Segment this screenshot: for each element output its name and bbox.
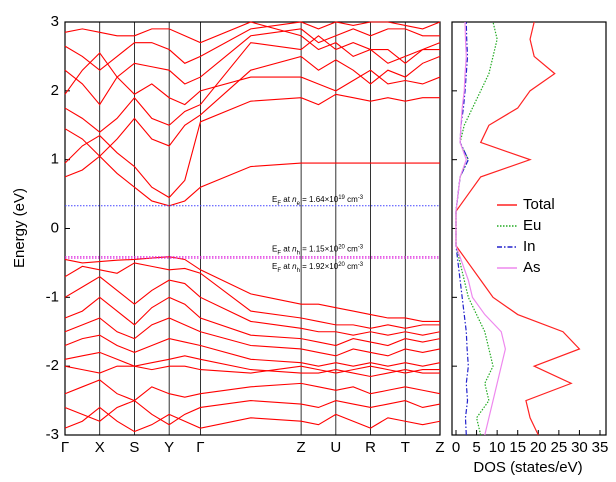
band [64,296,441,347]
band [64,93,440,199]
y-tick-label: 0 [51,219,59,236]
annotation-part: E [272,262,277,271]
x-tick-label: Γ [196,439,204,456]
band [64,55,441,157]
x-tick-label: 35 [592,439,609,456]
band [64,406,441,433]
band [64,276,441,336]
band [64,21,441,71]
band [64,365,440,374]
annotation-part: = 1.92×10 [300,262,339,271]
legend-label: Eu [523,217,541,234]
x-tick-label: Z [435,439,444,456]
band [64,155,440,207]
annotation-part: E [272,245,277,254]
band [64,262,440,329]
fermi-annotation: EF at ne = 1.64×1019 cm-3 [272,194,364,206]
annotation-part: at [281,245,292,254]
y-tick-label: -1 [46,288,59,305]
band [64,317,441,357]
x-tick-label: 20 [530,439,547,456]
annotation-part: F [277,200,281,206]
x-tick-label: Γ [61,439,69,456]
x-tick-label: 5 [472,439,480,456]
legend-label: As [523,259,541,276]
annotation-part: n [292,195,297,204]
x-tick-label: R [365,439,376,456]
annotation-part: cm [345,245,358,254]
x-tick-label: 0 [452,439,460,456]
band [64,21,441,64]
annotation-part: F [277,250,281,256]
annotation-part: -3 [358,262,364,268]
annotation-part: n [292,245,297,254]
x-axis-label: DOS (states/eV) [473,459,582,476]
band [64,256,440,322]
dos-line [455,21,581,436]
fermi-annotation: EF at nh = 1.15×1020 cm-3 [272,244,364,256]
annotation-part: at [281,262,292,271]
x-tick-label: 30 [571,439,588,456]
y-axis-label: Energy (eV) [11,188,28,268]
fermi-annotation: EF at nh = 1.92×1020 cm-3 [272,262,364,274]
annotation-part: cm [345,262,358,271]
dos-line [455,21,470,436]
band [64,351,440,378]
x-tick-label: 15 [509,439,526,456]
annotation-part: e [297,200,301,206]
band [64,52,441,106]
annotation-part: = 1.15×10 [300,245,339,254]
x-tick-label: Y [164,439,174,456]
x-tick-label: T [401,439,410,456]
band [64,379,441,402]
y-tick-label: 2 [51,82,59,99]
annotation-part: -3 [358,244,364,250]
legend-label: Total [523,196,555,213]
band [64,399,441,426]
x-tick-label: Z [297,439,306,456]
annotation-part: n [292,262,297,271]
band [64,28,440,106]
annotation-part: at [281,195,292,204]
x-tick-label: S [129,439,139,456]
annotation-part: -3 [358,194,364,200]
annotation-part: = 1.64×10 [300,195,339,204]
band [64,35,440,133]
y-tick-label: 3 [51,13,59,30]
x-tick-label: 25 [551,439,568,456]
y-tick-label: 1 [51,151,59,168]
y-tick-label: -2 [46,357,59,374]
annotation-part: h [297,250,300,256]
annotation-part: 19 [338,194,345,200]
annotation-part: 20 [338,262,345,268]
x-tick-label: X [95,439,105,456]
dos-line [455,21,506,436]
annotation-part: F [277,268,281,274]
annotation-part: E [272,195,277,204]
annotation-part: cm [345,195,358,204]
x-tick-label: 10 [489,439,506,456]
annotation-part: h [297,268,300,274]
legend-label: In [523,238,536,255]
band [64,334,441,367]
y-tick-label: -3 [46,426,59,443]
dos-line [455,21,498,436]
x-tick-label: U [330,439,341,456]
annotation-part: 20 [338,244,345,250]
